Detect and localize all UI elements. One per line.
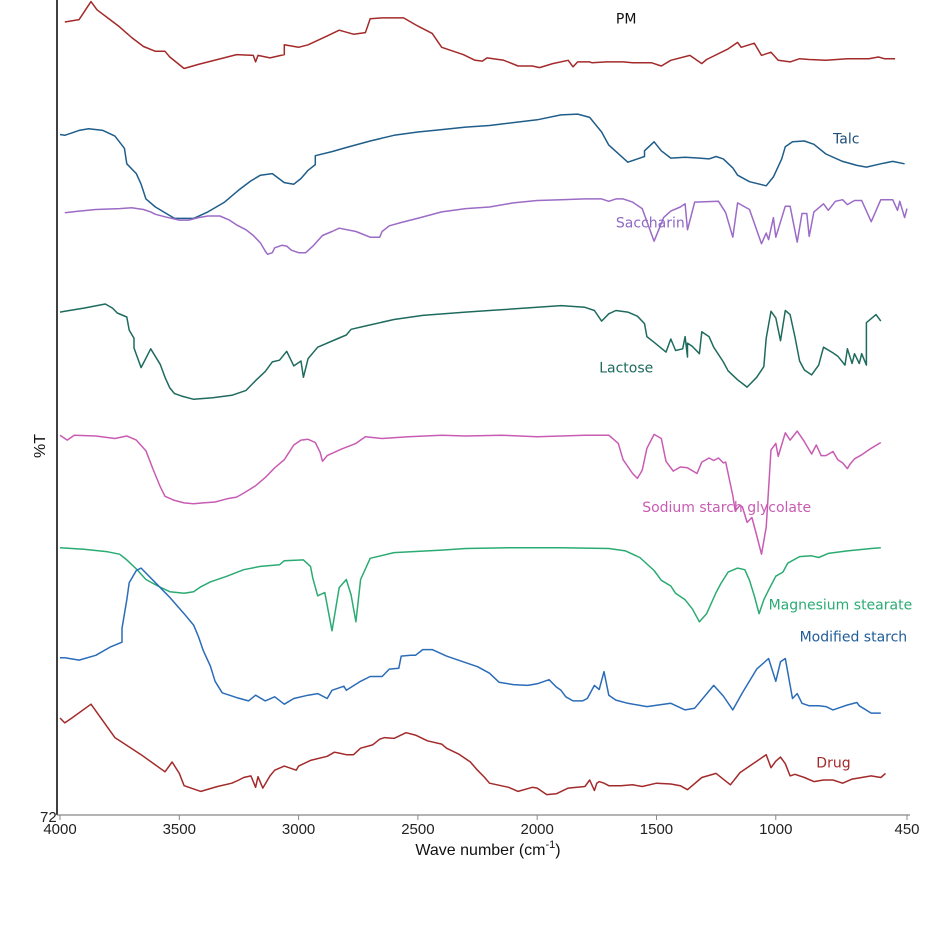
series-label-saccharin: Saccharin xyxy=(616,215,685,231)
series-line-lactose xyxy=(59,303,882,401)
series-label-magnesium-stearate: Magnesium stearate xyxy=(769,598,913,614)
y-axis-title: %T xyxy=(32,434,49,458)
x-tick-label: 3000 xyxy=(282,821,315,838)
series-label-drug: Drug xyxy=(816,756,850,772)
series-layer xyxy=(59,0,908,796)
series-label-sodium-starch-glycolate: Sodium starch glycolate xyxy=(642,500,811,516)
x-tick-label: 450 xyxy=(894,821,919,838)
series-line-modified-starch xyxy=(60,567,881,714)
series-line-sodium-starch-glycolate xyxy=(59,430,882,555)
x-tick-label: 2500 xyxy=(401,821,434,838)
series-line-saccharin xyxy=(64,198,908,256)
x-axis-title-main: Wave number (cm xyxy=(415,842,545,859)
x-tick-label: 1000 xyxy=(759,821,792,838)
series-line-pm xyxy=(64,0,896,70)
x-axis-title-close: ) xyxy=(555,842,560,859)
x-tick-label: 3500 xyxy=(163,821,196,838)
series-labels: PM Talc Saccharin Lactose Sodium starch glyc… xyxy=(599,12,912,772)
x-tick-label: 2000 xyxy=(520,821,553,838)
series-label-pm: PM xyxy=(616,12,637,28)
y-axis-corner-label: 72 xyxy=(40,809,57,826)
series-line-talc xyxy=(59,113,905,220)
x-axis-title: Wave number (cm-1) xyxy=(415,839,560,859)
series-line-drug xyxy=(59,703,886,796)
series-line-magnesium-stearate xyxy=(59,546,881,632)
series-label-talc: Talc xyxy=(832,131,859,147)
x-ticks: 4000 3500 3000 2500 2000 1500 1000 450 xyxy=(43,815,920,838)
x-axis-title-sup: -1 xyxy=(546,839,556,851)
series-label-modified-starch: Modified starch xyxy=(800,629,908,645)
series-label-lactose: Lactose xyxy=(599,361,653,377)
x-tick-label: 4000 xyxy=(43,821,76,838)
x-tick-label: 1500 xyxy=(640,821,673,838)
